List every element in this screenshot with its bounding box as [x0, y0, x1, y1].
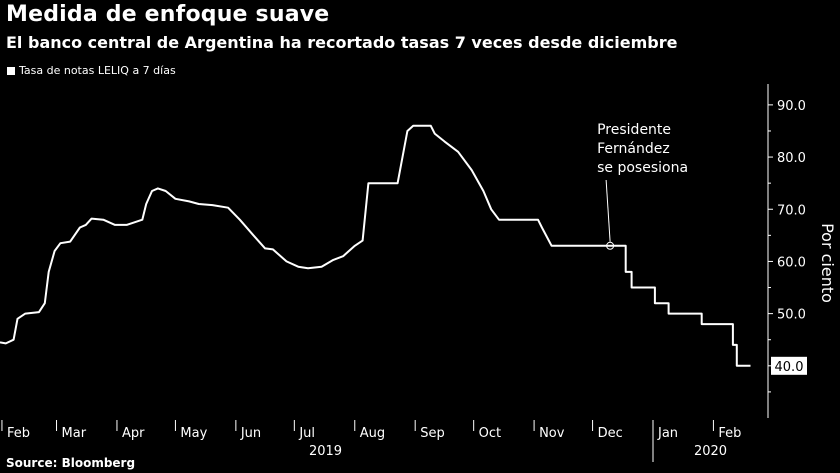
- year-label: 2019: [309, 444, 342, 459]
- source-note: Source: Bloomberg: [6, 456, 136, 470]
- annotation-text: se posesiona: [597, 160, 688, 176]
- y-tick-label: 60.0: [777, 255, 806, 270]
- legend-swatch: [7, 66, 15, 75]
- series-line: [0, 124, 751, 367]
- x-tick-label: Oct: [479, 426, 501, 441]
- x-tick-label: Dec: [598, 426, 623, 441]
- x-tick-label: Jun: [240, 426, 261, 441]
- chart-title: Medida de enfoque suave: [6, 2, 330, 27]
- x-tick-label: Feb: [7, 426, 30, 441]
- x-tick-label: Mar: [62, 426, 87, 441]
- year-label: 2020: [694, 444, 727, 459]
- last-value-label: 40.0: [775, 360, 804, 375]
- chart-subtitle: El banco central de Argentina ha recorta…: [6, 33, 678, 52]
- y-tick-label: 90.0: [777, 99, 806, 114]
- y-tick-label: 50.0: [777, 308, 806, 323]
- annotation-text: Presidente: [597, 122, 671, 138]
- y-axis-title: Por ciento: [818, 223, 837, 303]
- annotation-marker: [606, 241, 615, 250]
- x-tick-label: May: [180, 426, 207, 441]
- x-tick-label: Sep: [420, 426, 445, 441]
- last-value-box: [771, 356, 807, 375]
- y-tick-label: 70.0: [777, 203, 806, 218]
- x-tick-label: Feb: [718, 426, 741, 441]
- x-tick-label: Jul: [298, 426, 315, 441]
- x-tick-label: Nov: [539, 426, 565, 441]
- x-tick-label: Jan: [657, 426, 678, 441]
- legend-label: Tasa de notas LELIQ a 7 días: [19, 64, 176, 77]
- x-tick-label: Apr: [122, 426, 145, 441]
- legend: Tasa de notas LELIQ a 7 días: [7, 64, 176, 77]
- x-tick-label: Aug: [360, 426, 385, 441]
- annotation-leader: [605, 179, 611, 242]
- annotation-text: Fernández: [597, 141, 670, 157]
- y-tick-label: 80.0: [777, 151, 806, 166]
